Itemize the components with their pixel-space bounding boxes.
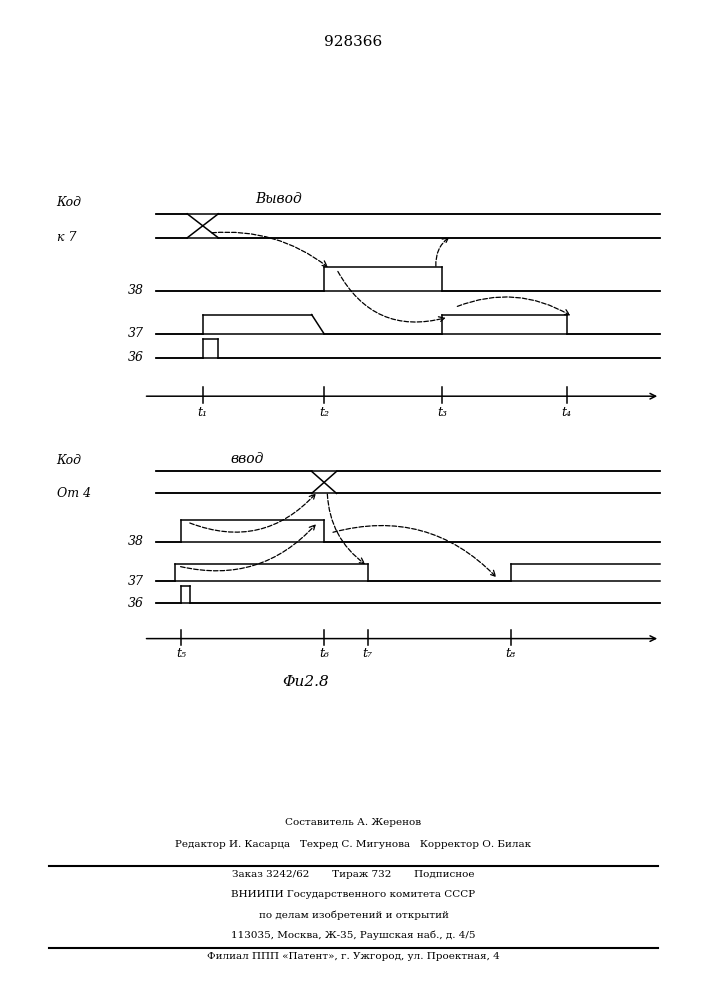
Text: 37: 37 [128,327,144,340]
Text: 113035, Москва, Ж-35, Раушская наб., д. 4/5: 113035, Москва, Ж-35, Раушская наб., д. … [231,930,476,940]
Text: 38: 38 [128,284,144,297]
Text: 928366: 928366 [325,35,382,49]
Text: 36: 36 [128,351,144,364]
Text: От 4: От 4 [57,487,90,500]
Text: Заказ 3242/62       Тираж 732       Подписное: Заказ 3242/62 Тираж 732 Подписное [233,870,474,879]
Text: Редактор И. Касарца   Техред С. Мигунова   Корректор О. Билак: Редактор И. Касарца Техред С. Мигунова К… [175,840,532,849]
Text: 38: 38 [128,535,144,548]
Text: 36: 36 [128,597,144,610]
Text: Φu2.8: Φu2.8 [283,675,329,689]
Text: ВНИИПИ Государственного комитета СССР: ВНИИПИ Государственного комитета СССР [231,890,476,899]
Text: по делам изобретений и открытий: по делам изобретений и открытий [259,910,448,920]
Text: 37: 37 [128,575,144,588]
Text: t₁: t₁ [198,406,208,419]
Text: Филиал ППП «Патент», г. Ужгород, ул. Проектная, 4: Филиал ППП «Патент», г. Ужгород, ул. Про… [207,952,500,961]
Text: t₂: t₂ [319,406,329,419]
Text: Вывод: Вывод [256,192,303,206]
Text: t₅: t₅ [176,647,186,660]
Text: t₇: t₇ [363,647,373,660]
Text: t₆: t₆ [319,647,329,660]
Text: к 7: к 7 [57,231,76,244]
Text: t₈: t₈ [506,647,515,660]
Text: Код: Код [57,454,81,467]
Text: t₄: t₄ [562,406,572,419]
Text: t₃: t₃ [438,406,448,419]
Text: Код: Код [57,196,81,209]
Text: ввод: ввод [230,452,264,466]
Text: Составитель А. Жеренов: Составитель А. Жеренов [286,818,421,827]
